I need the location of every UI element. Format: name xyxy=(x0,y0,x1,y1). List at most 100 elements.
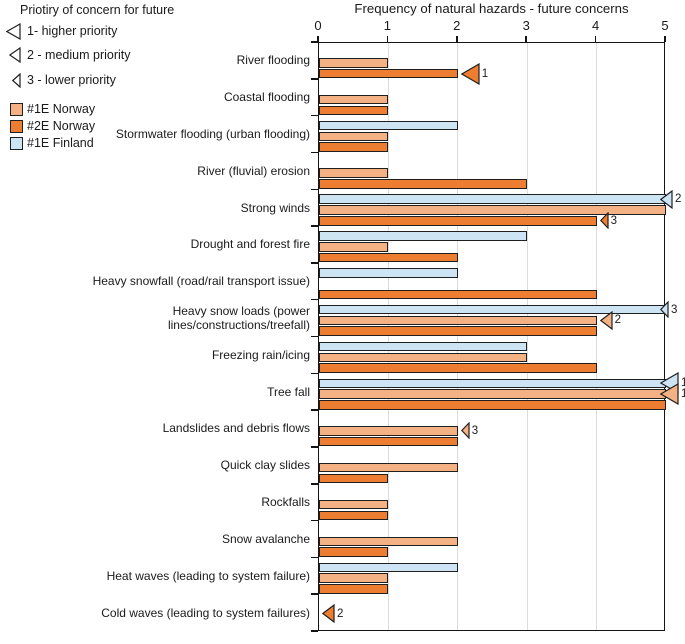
bar xyxy=(319,436,458,447)
priority-3-triangle-icon xyxy=(2,72,21,88)
priority-legend-label: 1- higher priority xyxy=(27,24,118,38)
x-axis-tick-label: 3 xyxy=(522,18,530,33)
y-axis-tick-mark xyxy=(311,409,318,411)
legend-swatch-1e-finland xyxy=(10,136,23,150)
priority-2-triangle-icon xyxy=(599,310,613,330)
bar xyxy=(319,131,389,142)
priority-marker-label: 3 xyxy=(610,214,617,227)
y-axis-tick-mark xyxy=(311,593,318,595)
category-label: Landslides and debris flows xyxy=(162,421,310,436)
bar xyxy=(319,389,666,399)
priority-legend-item-1: 1- higher priority xyxy=(2,20,117,42)
y-axis-tick-mark xyxy=(311,188,318,190)
bar xyxy=(319,426,458,436)
bar xyxy=(319,341,528,352)
bar xyxy=(319,573,389,583)
gridline xyxy=(595,43,598,630)
priority-marker-label: 2 xyxy=(337,607,344,620)
bar xyxy=(319,562,458,573)
y-axis-tick-mark xyxy=(311,446,318,448)
priority-legend-label: 3 - lower priority xyxy=(27,73,116,87)
legend-item-1e-finland: #1E Finland xyxy=(10,135,94,151)
x-axis-tick-label: 0 xyxy=(314,18,322,33)
y-axis-tick-mark xyxy=(311,151,318,154)
priority-marker-label: 3 xyxy=(671,303,678,316)
priority-legend-label: 2 - medium priority xyxy=(27,48,131,62)
y-axis-tick-mark xyxy=(311,519,318,522)
bar xyxy=(319,242,389,252)
bar xyxy=(319,168,389,178)
y-axis-tick-mark xyxy=(311,372,318,375)
priority-marker-label: 2 xyxy=(675,193,682,206)
bar xyxy=(319,400,666,410)
category-label: Freezing rain/icing xyxy=(211,347,310,362)
priority-3-triangle-icon xyxy=(599,212,609,230)
bar xyxy=(319,105,389,116)
bar xyxy=(319,352,528,362)
category-label: Cold waves (leading to system failures) xyxy=(101,605,310,620)
x-axis-tick-mark xyxy=(386,36,389,42)
priority-marker: 2 xyxy=(322,604,344,624)
legend-swatch-1e-norway xyxy=(10,102,23,116)
legend-label: #2E Norway xyxy=(27,119,96,133)
priority-marker-label: 3 xyxy=(471,424,479,437)
bar xyxy=(319,499,389,510)
bar xyxy=(319,510,389,521)
category-label: Tree fall xyxy=(267,384,310,399)
priority-legend-item-3: 3 - lower priority xyxy=(2,69,116,91)
y-axis-tick-mark xyxy=(311,335,318,338)
category-label: Coastal flooding xyxy=(223,90,310,105)
bar xyxy=(319,473,389,484)
gridline xyxy=(387,43,390,630)
priority-marker-label: 1 xyxy=(681,388,685,401)
legend-item-1e-norway: #1E Norway xyxy=(10,101,95,117)
priority-1-triangle-icon xyxy=(660,383,679,406)
y-axis-tick-mark xyxy=(311,225,318,227)
x-axis-tick-mark xyxy=(525,36,527,42)
bar xyxy=(319,216,597,226)
x-axis-tick-mark xyxy=(317,36,319,42)
y-axis-tick-mark xyxy=(311,41,318,43)
bar xyxy=(319,120,458,131)
bar xyxy=(319,58,389,68)
priority-marker: 2 xyxy=(660,189,682,209)
category-label: Strong winds xyxy=(240,200,310,215)
category-label: River flooding xyxy=(236,53,310,68)
category-label: River (fluvial) erosion xyxy=(197,163,310,178)
x-axis-tick-mark xyxy=(664,36,666,42)
legend-item-2e-norway: #2E Norway xyxy=(10,118,95,134)
bar xyxy=(319,326,597,336)
priority-1-triangle-icon xyxy=(460,62,480,85)
priority-marker: 3 xyxy=(599,212,617,230)
bar xyxy=(319,462,458,473)
legend-swatch-2e-norway xyxy=(10,119,23,133)
priority-2-triangle-icon xyxy=(2,47,21,63)
bar xyxy=(319,142,389,152)
priority-marker: 1 xyxy=(460,62,489,85)
priority-marker: 3 xyxy=(660,301,678,319)
priority-legend-title: Priotiry of concern for future xyxy=(20,3,175,17)
bar xyxy=(319,289,597,300)
y-axis-tick-mark xyxy=(311,483,318,485)
legend-label: #1E Finland xyxy=(27,136,94,150)
bar xyxy=(319,231,528,241)
bar xyxy=(319,268,458,278)
x-axis-tick-label: 5 xyxy=(661,18,669,33)
bar xyxy=(319,547,389,557)
y-axis-tick-mark xyxy=(311,298,318,301)
bar xyxy=(319,536,458,547)
gridline xyxy=(526,43,528,630)
priority-marker-label: 1 xyxy=(481,67,489,80)
priority-marker: 1 xyxy=(660,383,685,406)
x-axis-tick-label: 2 xyxy=(453,18,461,33)
priority-marker-label: 2 xyxy=(614,314,621,327)
category-label: Quick clay slides xyxy=(220,458,310,473)
priority-marker: 3 xyxy=(460,422,479,440)
priority-1-triangle-icon xyxy=(2,22,21,40)
bar xyxy=(319,179,528,189)
y-axis-tick-mark xyxy=(311,630,318,632)
priority-legend-item-2: 2 - medium priority xyxy=(2,44,131,66)
category-label: Snow avalanche xyxy=(221,531,310,546)
